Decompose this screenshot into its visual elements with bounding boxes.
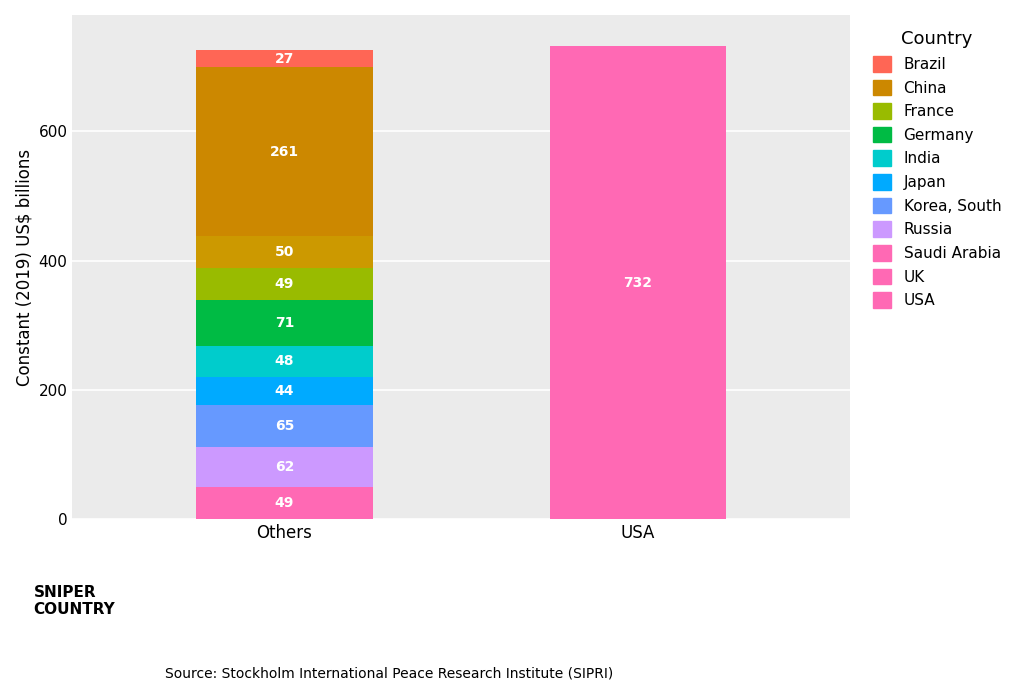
Text: 62: 62	[274, 460, 294, 475]
Bar	[197, 346, 373, 377]
Text: 49: 49	[274, 277, 294, 291]
Bar	[197, 377, 373, 406]
Bar	[197, 447, 373, 487]
Text: 49: 49	[274, 496, 294, 511]
Bar	[197, 487, 373, 519]
Text: 71: 71	[274, 316, 294, 330]
Text: 48: 48	[274, 354, 294, 368]
Text: 27: 27	[274, 52, 294, 66]
Text: Source: Stockholm International Peace Research Institute (SIPRI): Source: Stockholm International Peace Re…	[165, 666, 613, 680]
Bar	[197, 406, 373, 447]
Bar	[197, 300, 373, 346]
Text: 50: 50	[274, 245, 294, 259]
Bar	[550, 46, 726, 519]
Bar	[197, 236, 373, 268]
Text: 261: 261	[270, 144, 299, 159]
Bar	[197, 67, 373, 236]
Y-axis label: Constant (2019) US$ billions: Constant (2019) US$ billions	[15, 149, 33, 386]
Text: 44: 44	[274, 384, 294, 398]
Text: SNIPER
COUNTRY: SNIPER COUNTRY	[34, 585, 116, 617]
Legend: Brazil, China, France, Germany, India, Japan, Korea, South, Russia, Saudi Arabia: Brazil, China, France, Germany, India, J…	[865, 23, 1009, 316]
Bar	[197, 50, 373, 67]
Text: 65: 65	[274, 419, 294, 433]
Bar	[197, 268, 373, 300]
Text: 732: 732	[624, 276, 652, 290]
